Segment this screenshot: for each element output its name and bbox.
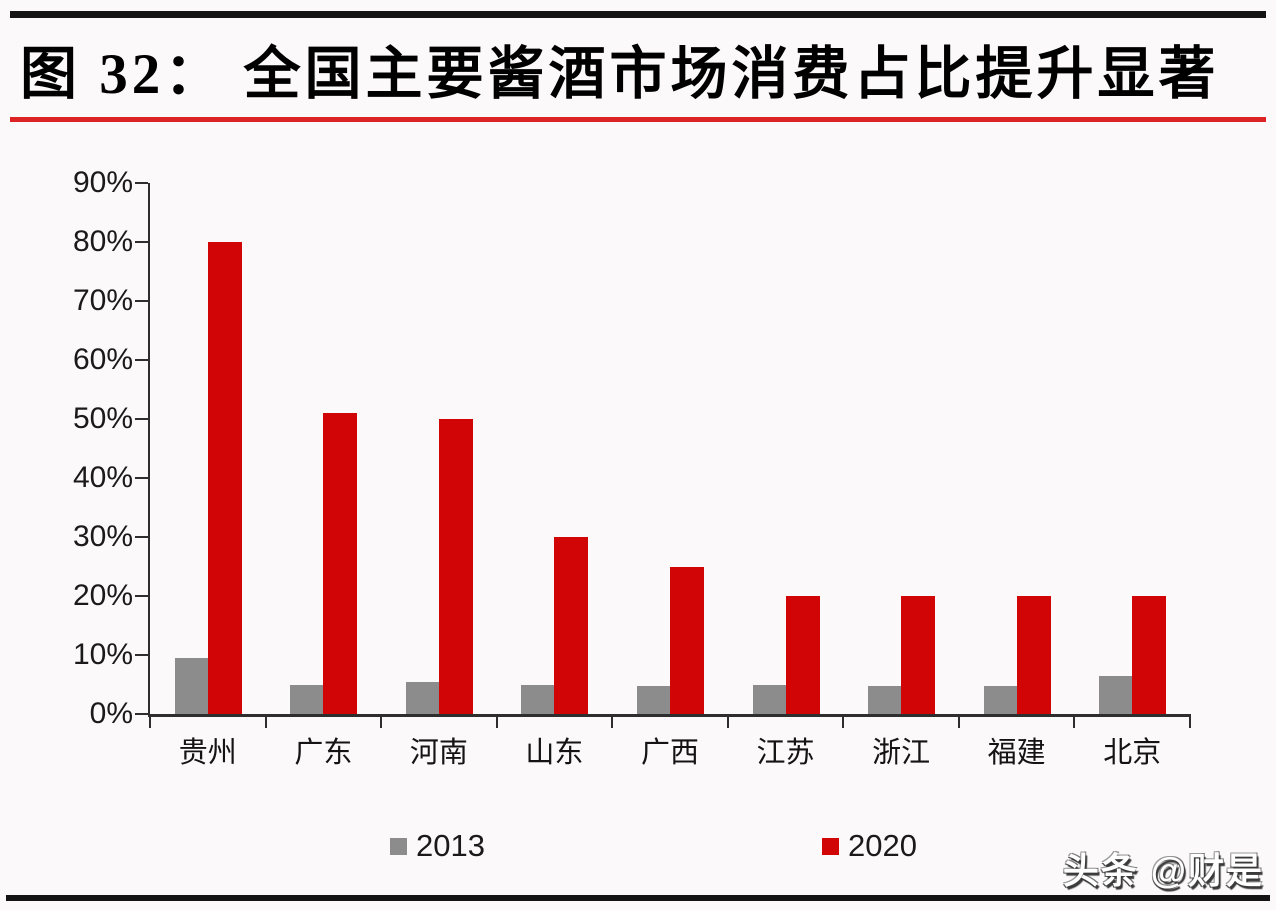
- x-axis-label-江苏: 江苏: [756, 737, 815, 769]
- y-tick: [135, 654, 148, 656]
- bar-2020-广西: [670, 566, 704, 714]
- bar-2020-河南: [438, 419, 473, 714]
- x-axis-label-河南: 河南: [409, 737, 468, 769]
- legend-label-2020: 2020: [848, 828, 917, 863]
- x-axis-label-广西: 广西: [640, 737, 699, 769]
- x-axis-label-贵州: 贵州: [178, 737, 237, 769]
- x-axis-line: [148, 714, 1190, 717]
- y-axis-tick-label: 90%: [72, 166, 133, 199]
- x-tick: [726, 714, 729, 728]
- y-tick: [135, 418, 148, 420]
- legend-swatch-2020: [822, 837, 839, 855]
- y-axis-tick-label: 80%: [72, 225, 133, 258]
- y-tick: [135, 595, 148, 597]
- bar-2013-贵州: [174, 657, 208, 714]
- x-tick: [380, 714, 383, 728]
- x-axis-label-广东: 广东: [294, 737, 353, 769]
- y-axis-tick-label: 0%: [89, 697, 133, 730]
- y-tick: [135, 300, 148, 302]
- legend-item-2020: 2020: [822, 828, 917, 864]
- bar-2013-福建: [983, 686, 1017, 714]
- x-tick: [611, 714, 614, 728]
- bar-2013-山东: [521, 684, 555, 714]
- bar-2013-河南: [405, 681, 439, 714]
- y-tick: [135, 713, 148, 715]
- y-axis-tick-label: 10%: [72, 638, 133, 671]
- x-axis-label-山东: 山东: [525, 737, 584, 769]
- x-tick: [842, 714, 845, 728]
- bar-2020-广东: [323, 413, 358, 714]
- legend-swatch-2013: [390, 837, 407, 855]
- y-tick: [135, 536, 148, 538]
- y-axis-tick-label: 60%: [72, 343, 133, 376]
- y-axis-tick-label: 40%: [72, 461, 133, 494]
- x-axis-label-浙江: 浙江: [872, 737, 931, 769]
- x-tick: [495, 714, 498, 728]
- y-axis-tick-label: 70%: [72, 284, 133, 317]
- bar-2020-贵州: [207, 242, 242, 714]
- bar-2013-浙江: [868, 686, 902, 714]
- bar-2020-浙江: [901, 596, 936, 714]
- x-tick: [149, 714, 151, 728]
- legend-label-2013: 2013: [416, 828, 485, 863]
- x-tick: [264, 714, 267, 728]
- top-divider: [10, 11, 1266, 18]
- bar-2020-北京: [1132, 596, 1167, 714]
- y-axis-line: [148, 183, 150, 717]
- legend-item-2013: 2013: [390, 828, 485, 864]
- bar-2020-山东: [554, 537, 589, 714]
- bar-2013-江苏: [752, 684, 786, 714]
- bar-2020-福建: [1016, 596, 1051, 714]
- x-axis-label-福建: 福建: [987, 737, 1046, 769]
- x-tick: [1189, 714, 1191, 728]
- title-underline: [10, 117, 1266, 122]
- y-tick: [135, 477, 148, 479]
- bar-2013-广东: [290, 684, 324, 714]
- bar-2013-北京: [1099, 675, 1133, 714]
- y-tick: [135, 182, 148, 184]
- y-axis-tick-label: 50%: [72, 402, 133, 435]
- y-axis-tick-label: 30%: [72, 520, 133, 553]
- y-tick: [135, 241, 148, 243]
- y-tick: [135, 359, 148, 361]
- y-axis-tick-label: 20%: [72, 579, 133, 612]
- bottom-divider: [6, 895, 1270, 901]
- bar-2013-广西: [637, 685, 670, 714]
- x-tick: [957, 714, 960, 728]
- bar-2020-江苏: [785, 596, 820, 714]
- x-axis-label-北京: 北京: [1103, 737, 1162, 769]
- watermark: 头条 @财是: [1062, 850, 1264, 891]
- figure-title: 图 32： 全国主要酱酒市场消费占比提升显著: [20, 43, 1220, 106]
- x-tick: [1073, 714, 1076, 728]
